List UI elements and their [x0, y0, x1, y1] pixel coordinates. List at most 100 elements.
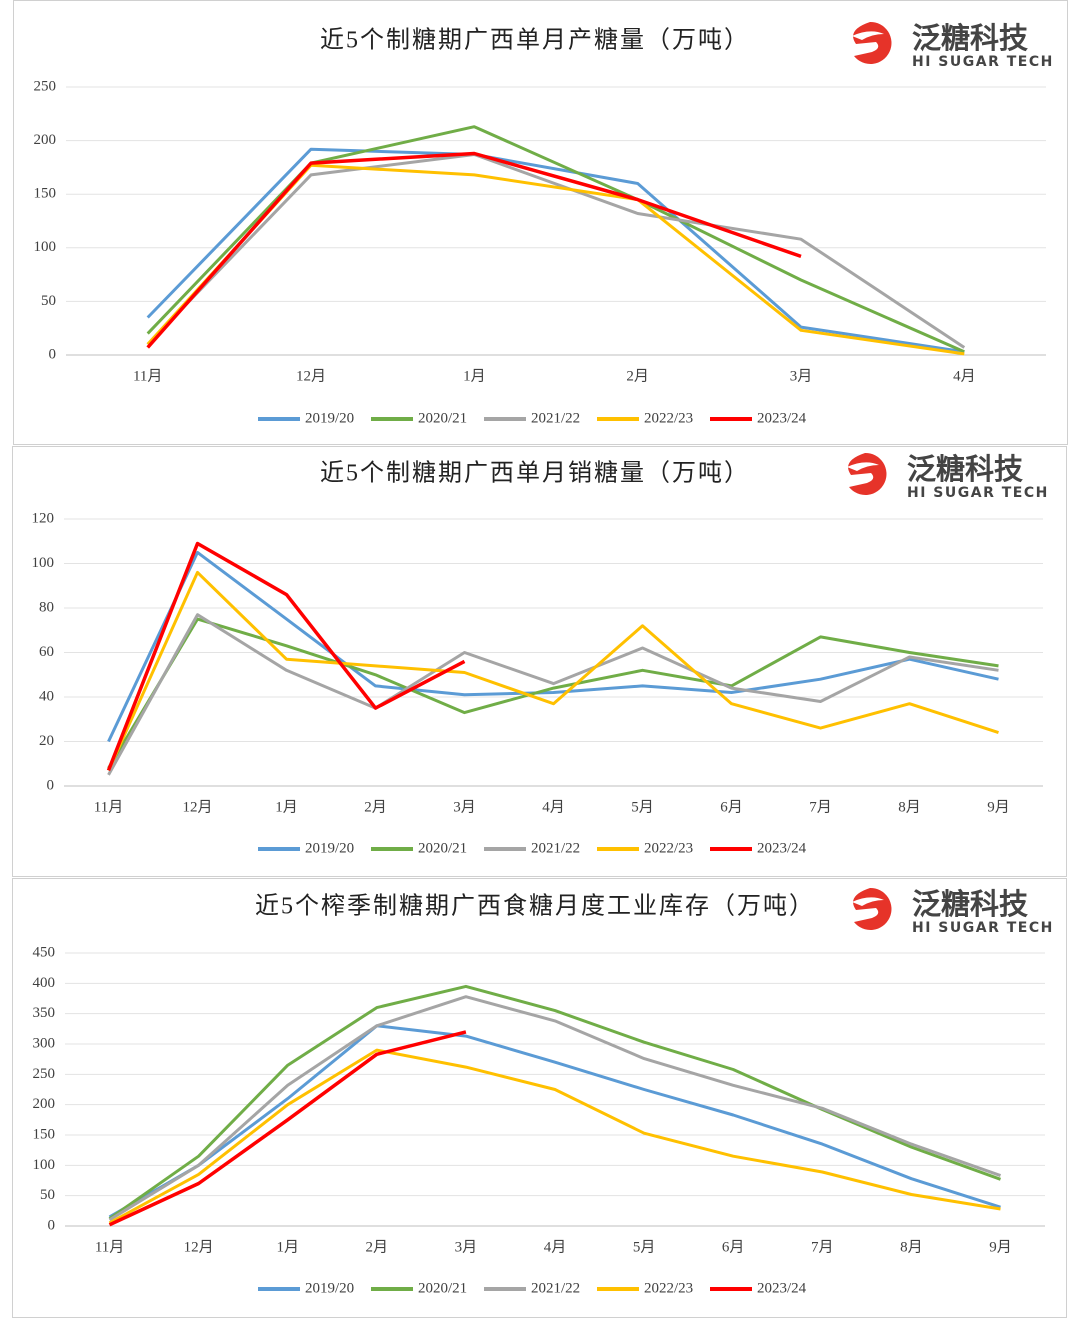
x-tick-label: 2月: [626, 368, 649, 384]
x-tick-label: 1月: [276, 1239, 299, 1255]
y-tick-label: 0: [48, 1217, 56, 1233]
y-tick-label: 20: [39, 733, 54, 749]
series-line: [146, 151, 802, 349]
legend-label: 2022/23: [644, 1280, 693, 1296]
series-line: [107, 617, 999, 769]
series-line: [107, 613, 999, 776]
y-tick-label: 120: [32, 510, 55, 526]
y-tick-label: 150: [33, 1126, 56, 1142]
y-tick-label: 300: [33, 1035, 56, 1051]
chart-title: 近5个榨季制糖期广西食糖月度工业库存（万吨）: [255, 893, 815, 920]
y-tick-label: 0: [47, 777, 55, 793]
x-tick-label: 7月: [809, 799, 832, 815]
series-line: [107, 570, 999, 772]
logo-name: 泛糖科技: [912, 21, 1028, 55]
x-tick-label: 3月: [455, 1239, 478, 1255]
y-tick-label: 40: [39, 688, 54, 704]
y-tick-label: 150: [34, 186, 57, 202]
x-tick-label: 12月: [296, 368, 326, 384]
legend-label: 2019/20: [305, 410, 354, 426]
x-tick-label: 8月: [900, 1239, 923, 1255]
legend-label: 2023/24: [757, 1280, 807, 1296]
series-line: [108, 984, 1002, 1220]
x-tick-label: 7月: [811, 1239, 834, 1255]
logo-swoosh: [847, 462, 879, 471]
y-tick-label: 60: [39, 644, 54, 660]
series-line: [106, 541, 466, 772]
panel-border: [12, 446, 1067, 877]
legend-label: 2023/24: [757, 840, 807, 856]
series-line: [108, 1048, 1001, 1225]
legend-label: 2022/23: [644, 410, 693, 426]
x-tick-label: 3月: [453, 799, 476, 815]
series-line: [146, 163, 965, 356]
legend-label: 2021/22: [531, 1280, 580, 1296]
legend-label: 2022/23: [644, 840, 693, 856]
y-tick-label: 0: [49, 346, 57, 362]
x-tick-label: 8月: [898, 799, 921, 815]
series-line: [146, 147, 965, 354]
x-tick-label: 2月: [364, 799, 387, 815]
x-tick-label: 1月: [463, 368, 486, 384]
y-tick-label: 200: [33, 1096, 56, 1112]
legend-label: 2021/22: [531, 410, 580, 426]
y-tick-label: 200: [34, 132, 57, 148]
series-line: [146, 153, 966, 349]
series-line: [108, 995, 1001, 1222]
x-tick-label: 6月: [722, 1239, 745, 1255]
x-tick-label: 4月: [542, 799, 565, 815]
y-tick-label: 50: [40, 1187, 55, 1203]
legend-label: 2023/24: [757, 410, 807, 426]
chart-title: 近5个制糖期广西单月销糖量（万吨）: [320, 460, 750, 487]
logo-tagline: HI SUGAR TECH: [907, 485, 1049, 501]
y-tick-label: 350: [33, 1005, 56, 1021]
logo-icon: [853, 21, 892, 64]
y-tick-label: 100: [34, 239, 57, 255]
panel-border: [13, 0, 1068, 445]
series-line: [108, 1030, 467, 1227]
chart-title: 近5个制糖期广西单月产糖量（万吨）: [320, 27, 750, 54]
legend-label: 2020/21: [418, 1280, 467, 1296]
y-tick-label: 100: [33, 1157, 56, 1173]
logo-icon: [853, 887, 892, 930]
x-tick-label: 5月: [633, 1239, 656, 1255]
legend-label: 2020/21: [418, 410, 467, 426]
logo-name: 泛糖科技: [907, 452, 1023, 486]
x-tick-label: 12月: [182, 799, 212, 815]
logo-icon: [848, 452, 887, 495]
x-tick-label: 11月: [133, 368, 162, 384]
series-line: [108, 1024, 1001, 1219]
x-tick-label: 9月: [989, 1239, 1012, 1255]
logo-swoosh: [852, 897, 884, 906]
x-tick-label: 9月: [987, 799, 1010, 815]
y-tick-label: 50: [41, 293, 56, 309]
x-tick-label: 3月: [790, 368, 813, 384]
legend-label: 2021/22: [531, 840, 580, 856]
y-tick-label: 100: [32, 555, 55, 571]
x-tick-label: 4月: [544, 1239, 567, 1255]
legend-label: 2020/21: [418, 840, 467, 856]
y-tick-label: 250: [33, 1066, 56, 1082]
x-tick-label: 5月: [631, 799, 654, 815]
x-tick-label: 1月: [275, 799, 298, 815]
panel-border: [12, 878, 1067, 1318]
logo-name: 泛糖科技: [912, 887, 1028, 921]
y-tick-label: 400: [33, 975, 56, 991]
logo-tagline: HI SUGAR TECH: [912, 920, 1054, 936]
series-line: [107, 550, 999, 743]
x-tick-label: 11月: [94, 799, 123, 815]
x-tick-label: 12月: [184, 1239, 214, 1255]
x-tick-label: 2月: [366, 1239, 389, 1255]
y-tick-label: 250: [34, 78, 57, 94]
logo-swoosh: [852, 31, 884, 40]
legend-label: 2019/20: [305, 840, 354, 856]
x-tick-label: 11月: [95, 1239, 124, 1255]
x-tick-label: 6月: [720, 799, 743, 815]
y-tick-label: 80: [39, 599, 54, 615]
legend-label: 2019/20: [305, 1280, 354, 1296]
y-tick-label: 450: [33, 944, 56, 960]
logo-tagline: HI SUGAR TECH: [912, 54, 1054, 70]
